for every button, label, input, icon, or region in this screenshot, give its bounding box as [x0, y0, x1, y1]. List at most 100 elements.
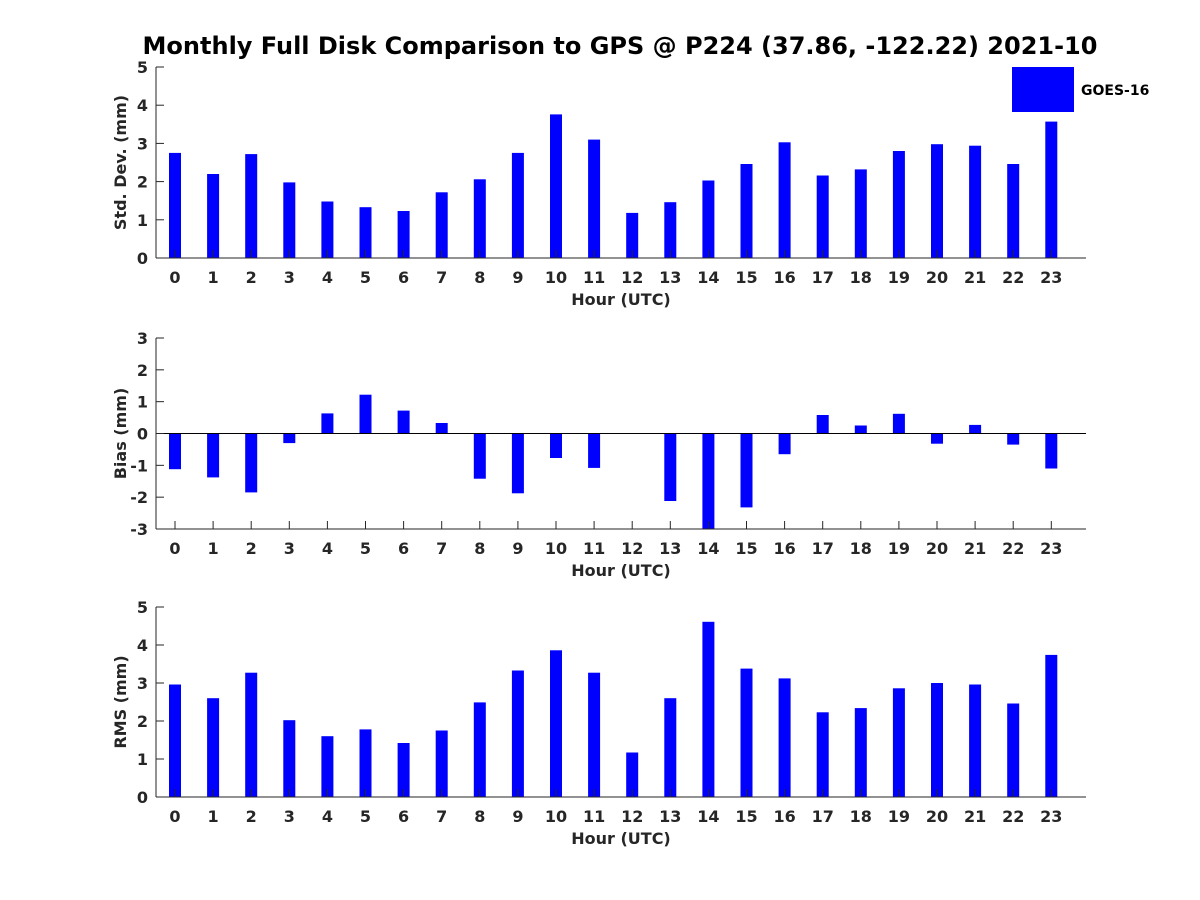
bar-hour-17	[816, 175, 829, 258]
x-tick-label: 3	[284, 807, 295, 826]
x-tick-label: 20	[926, 539, 948, 558]
bar-hour-15	[740, 433, 753, 508]
bar-hour-23	[1045, 433, 1058, 469]
bar-hour-12	[626, 752, 639, 797]
bar-hour-12	[626, 212, 639, 258]
bar-hour-9	[511, 670, 524, 797]
y-tick-label: 1	[137, 211, 148, 230]
y-tick-label: 3	[137, 674, 148, 693]
bar-hour-21	[969, 684, 982, 797]
bar-hour-18	[854, 169, 867, 258]
x-tick-label: 4	[322, 539, 333, 558]
bar-hour-1	[207, 174, 220, 258]
x-tick-label: 2	[246, 807, 257, 826]
x-tick-label: 9	[512, 539, 523, 558]
y-tick-label: -3	[130, 520, 148, 539]
x-tick-label: 9	[512, 268, 523, 287]
x-axis-label: Hour (UTC)	[571, 290, 671, 309]
bar-hour-23	[1045, 654, 1058, 797]
bar-hour-0	[169, 433, 181, 470]
bar-hour-16	[778, 433, 791, 455]
bar-hour-13	[664, 433, 677, 501]
x-tick-label: 16	[773, 268, 795, 287]
x-tick-label: 6	[398, 539, 409, 558]
x-tick-label: 0	[169, 807, 180, 826]
x-tick-label: 18	[850, 268, 872, 287]
x-tick-label: 17	[812, 268, 834, 287]
bar-hour-20	[931, 433, 943, 444]
x-tick-label: 20	[926, 807, 948, 826]
y-tick-label: 3	[137, 134, 148, 153]
bar-hour-15	[740, 164, 753, 258]
bar-hour-11	[588, 672, 601, 797]
bar-hour-4	[321, 736, 334, 797]
bar-hour-8	[473, 702, 486, 797]
bar-hour-11	[588, 139, 601, 258]
bar-hour-5	[359, 207, 372, 258]
bar-hour-14	[702, 180, 715, 258]
x-tick-label: 3	[284, 268, 295, 287]
x-tick-label: 1	[208, 268, 219, 287]
x-tick-label: 21	[964, 807, 986, 826]
bar-hour-6	[397, 211, 410, 258]
x-tick-label: 21	[964, 539, 986, 558]
bar-hour-13	[664, 698, 677, 797]
x-tick-label: 9	[512, 807, 523, 826]
x-tick-label: 5	[360, 539, 371, 558]
bar-hour-20	[931, 144, 943, 258]
bar-hour-19	[892, 413, 905, 434]
x-tick-label: 13	[659, 268, 681, 287]
bar-hour-21	[969, 145, 982, 258]
x-tick-label: 15	[735, 268, 757, 287]
bar-hour-17	[816, 415, 829, 434]
legend-label: GOES-16	[1081, 83, 1149, 99]
bar-hour-7	[435, 192, 448, 258]
x-tick-label: 22	[1002, 539, 1024, 558]
bar-hour-1	[207, 433, 220, 478]
x-tick-label: 4	[322, 807, 333, 826]
x-tick-label: 22	[1002, 807, 1024, 826]
x-tick-label: 14	[697, 268, 719, 287]
y-tick-label: 2	[137, 361, 148, 380]
x-tick-label: 4	[322, 268, 333, 287]
bar-hour-21	[969, 424, 982, 434]
y-tick-label: -2	[130, 488, 148, 507]
bar-hour-10	[550, 650, 562, 797]
y-axis-label: Bias (mm)	[111, 388, 130, 480]
chart-title: Monthly Full Disk Comparison to GPS @ P2…	[143, 32, 1098, 60]
y-tick-label: 3	[137, 329, 148, 348]
x-tick-label: 15	[735, 539, 757, 558]
x-tick-label: 18	[850, 807, 872, 826]
x-tick-label: 13	[659, 807, 681, 826]
x-tick-label: 23	[1040, 807, 1062, 826]
x-tick-label: 7	[436, 807, 447, 826]
bar-hour-4	[321, 413, 334, 434]
bar-hour-3	[283, 182, 296, 258]
bar-hour-22	[1007, 703, 1020, 797]
x-tick-label: 12	[621, 539, 643, 558]
bar-hour-8	[473, 433, 486, 479]
bar-hour-11	[588, 433, 601, 468]
x-tick-label: 17	[812, 539, 834, 558]
x-tick-label: 8	[474, 268, 485, 287]
y-axis-label: Std. Dev. (mm)	[111, 95, 130, 230]
x-tick-label: 7	[436, 268, 447, 287]
bar-hour-18	[854, 425, 867, 434]
x-tick-label: 12	[621, 268, 643, 287]
x-tick-label: 19	[888, 268, 910, 287]
bar-hour-0	[169, 152, 181, 258]
bar-hour-3	[283, 433, 296, 444]
bar-hour-22	[1007, 164, 1020, 258]
y-tick-label: 1	[137, 393, 148, 412]
bar-hour-16	[778, 678, 791, 797]
bar-hour-14	[702, 621, 715, 797]
x-tick-label: 1	[208, 807, 219, 826]
x-tick-label: 17	[812, 807, 834, 826]
x-tick-label: 0	[169, 268, 180, 287]
x-tick-label: 15	[735, 807, 757, 826]
bar-hour-2	[245, 154, 258, 258]
